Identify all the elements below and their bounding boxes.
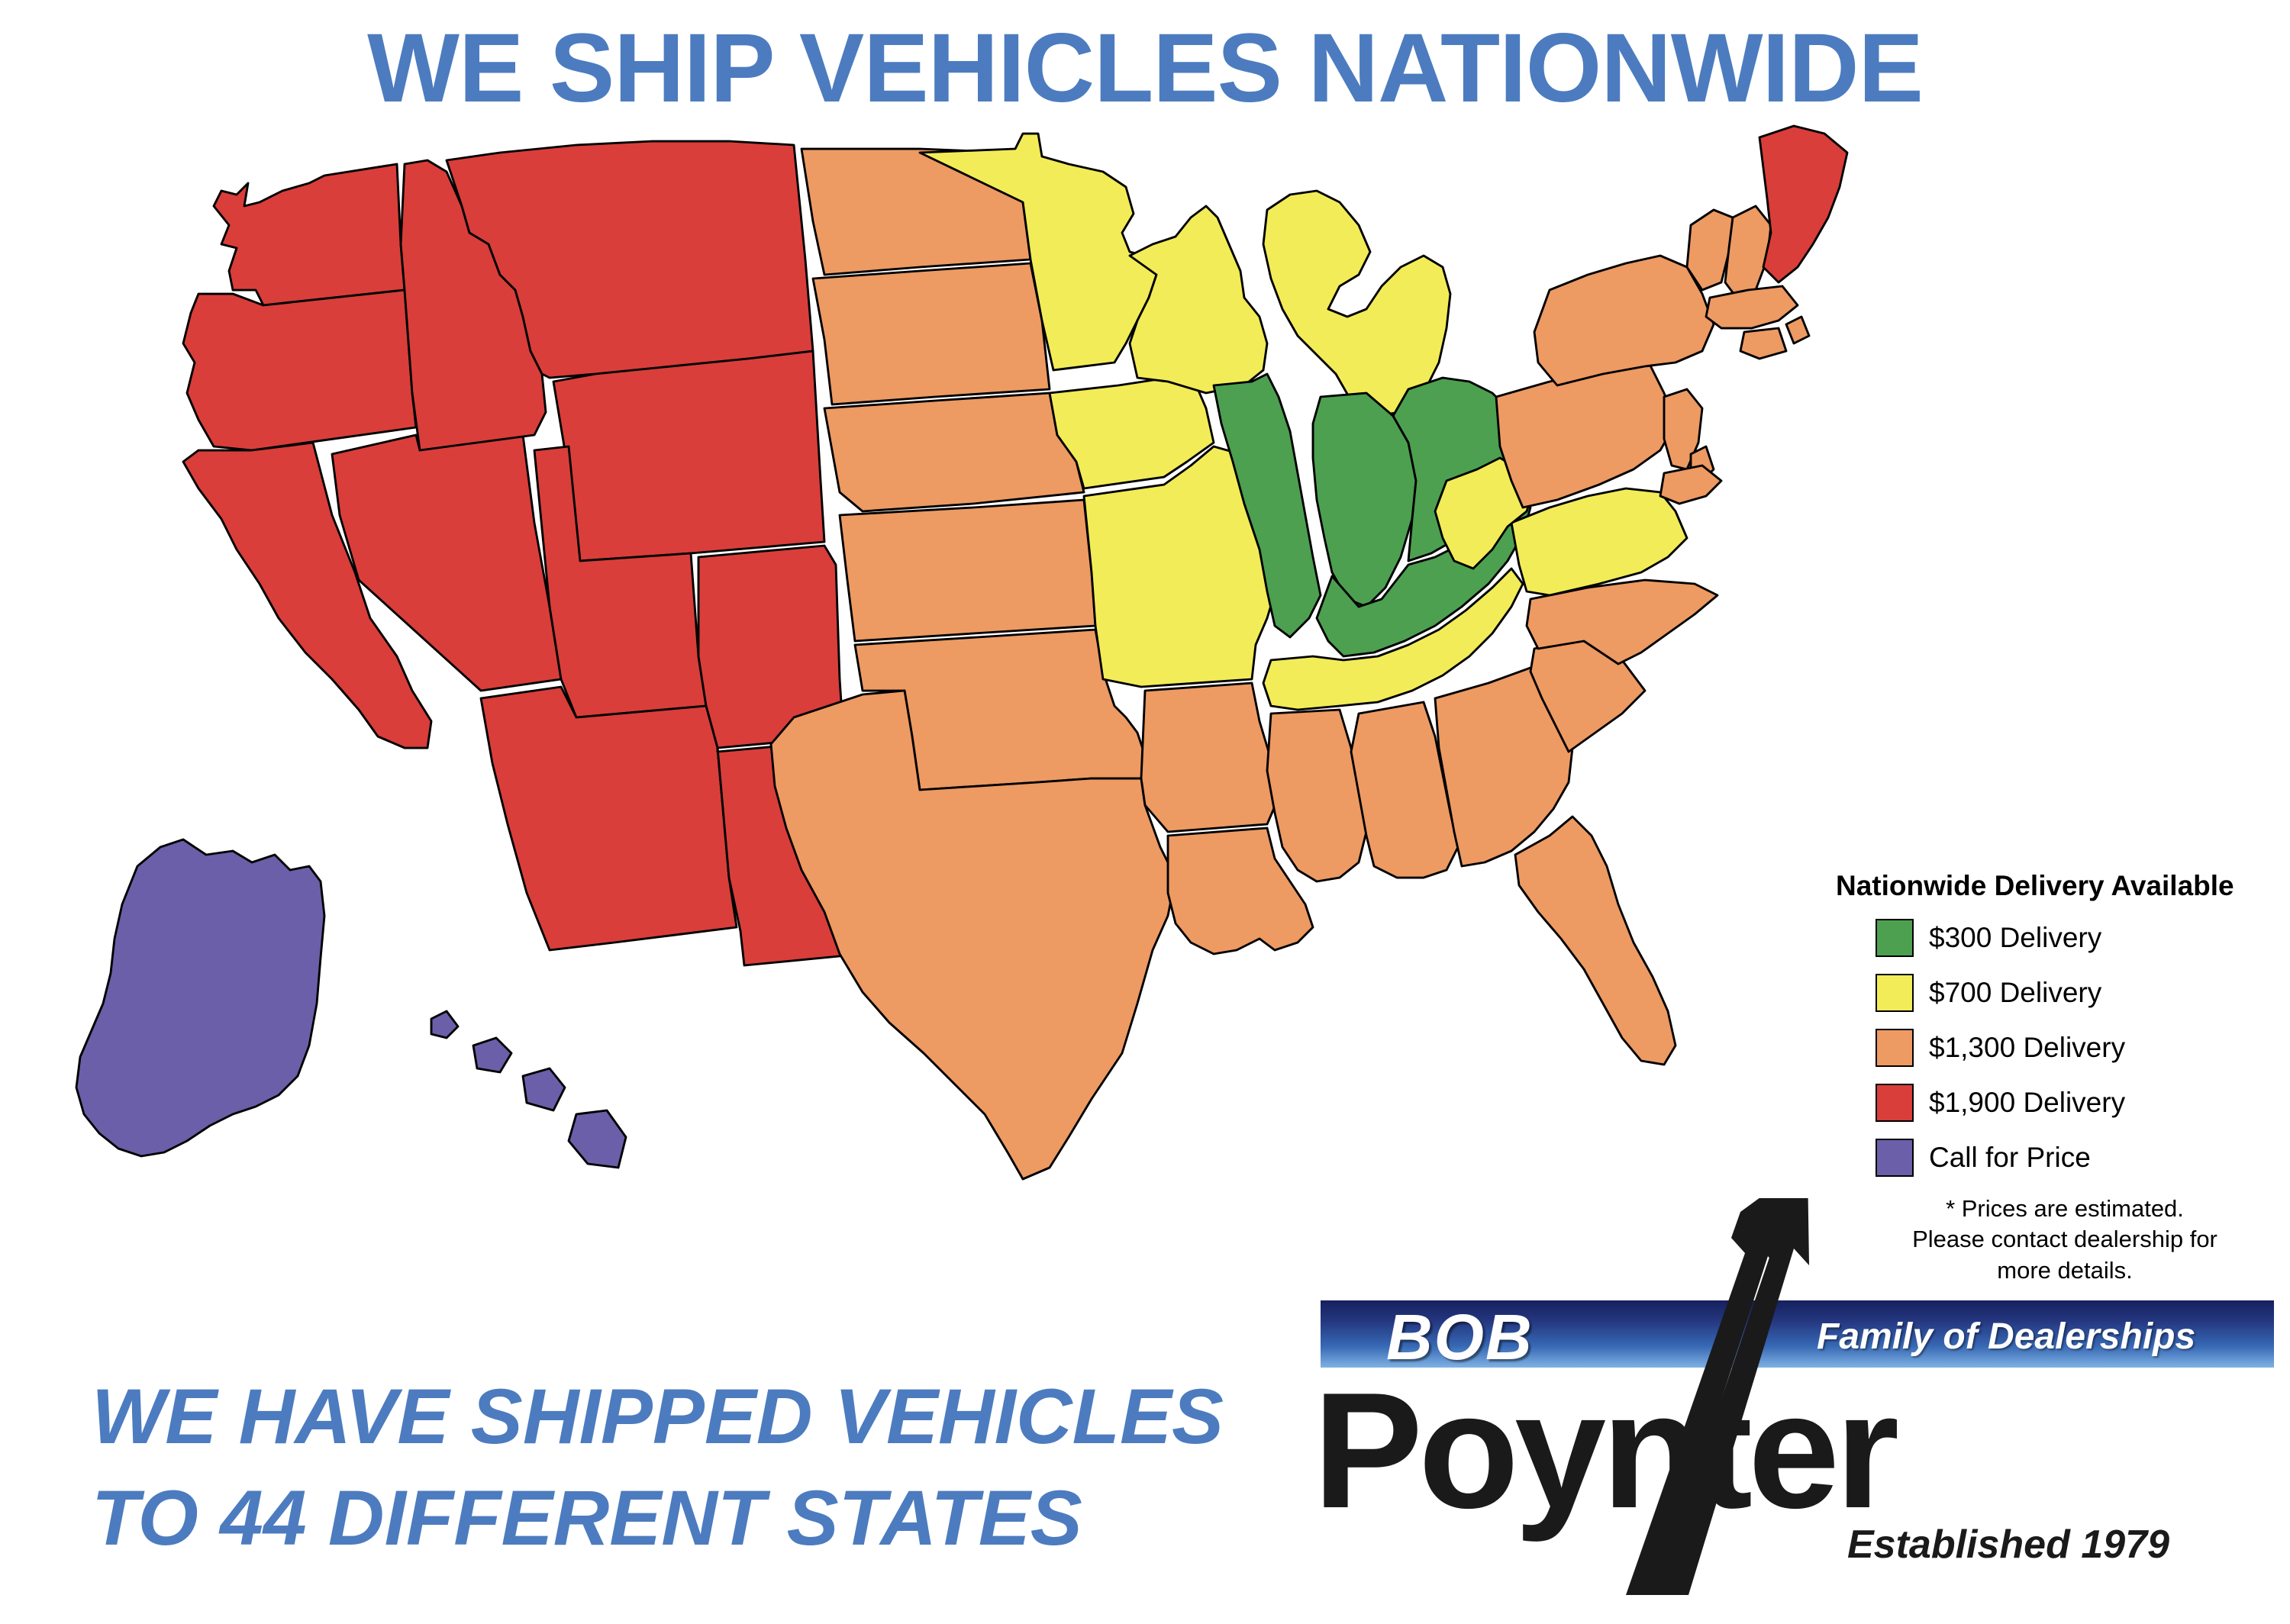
- map-state-wv: [1434, 456, 1536, 570]
- map-state-nh: [1724, 205, 1772, 299]
- us-map-svg: [75, 124, 1849, 1181]
- map-state-or: [182, 288, 418, 452]
- map-state-tx: [769, 689, 1177, 1181]
- map-state-ct: [1739, 327, 1788, 360]
- map-state-pa: [1495, 361, 1677, 509]
- map-state-fl: [1514, 815, 1677, 1066]
- map-state-ms: [1266, 708, 1368, 883]
- legend-swatch-green: [1876, 919, 1914, 957]
- map-state-tn: [1262, 567, 1524, 711]
- legend-swatch-red: [1876, 1084, 1914, 1122]
- tagline: WE HAVE SHIPPED VEHICLES TO 44 DIFFERENT…: [92, 1366, 1389, 1568]
- logo-blue-bar: [1321, 1300, 2274, 1368]
- tagline-line-1: WE HAVE SHIPPED VEHICLES: [92, 1373, 1224, 1460]
- map-state-ak: [75, 838, 326, 1158]
- legend-item-call: Call for Price: [1876, 1139, 2279, 1177]
- legend-label-call: Call for Price: [1929, 1142, 2091, 1173]
- map-state-me: [1758, 124, 1849, 284]
- map-state-ne: [823, 392, 1085, 513]
- map-state-ca: [182, 441, 433, 749]
- disclaimer-line-3: more details.: [1997, 1256, 2133, 1284]
- legend-item-300: $300 Delivery: [1876, 919, 2279, 957]
- page-title: WE SHIP VEHICLES NATIONWIDE: [367, 14, 1924, 123]
- map-state-mi: [1262, 189, 1452, 417]
- tagline-line-2: TO 44 DIFFERENT STATES: [92, 1474, 1082, 1561]
- map-state-ma: [1705, 285, 1799, 330]
- map-state-vt: [1685, 208, 1734, 292]
- map-state-il: [1212, 372, 1322, 639]
- map-state-wy: [552, 350, 826, 562]
- map-legend: Nationwide Delivery Available $300 Deliv…: [1836, 870, 2279, 1286]
- map-state-ri: [1785, 315, 1811, 345]
- map-state-wa: [212, 163, 406, 307]
- legend-label-1900: $1,900 Delivery: [1929, 1087, 2126, 1118]
- us-delivery-map: [23, 99, 1855, 1259]
- dealership-logo[interactable]: BOB Family of Dealerships Poynter Establ…: [1313, 1198, 2282, 1610]
- legend-label-700: $700 Delivery: [1929, 977, 2102, 1008]
- legend-swatch-yellow: [1876, 974, 1914, 1012]
- map-state-az: [479, 685, 738, 952]
- map-state-ks: [838, 498, 1097, 643]
- map-state-la: [1166, 826, 1314, 955]
- map-state-al: [1350, 701, 1459, 879]
- logo-bob-text: BOB: [1386, 1301, 1534, 1373]
- map-state-md: [1659, 464, 1723, 505]
- logo-established-text: Established 1979: [1847, 1522, 2169, 1567]
- legend-swatch-purple: [1876, 1139, 1914, 1177]
- legend-disclaimer: * Prices are estimated. Please contact d…: [1836, 1194, 2279, 1286]
- map-state-wi: [1128, 205, 1269, 395]
- disclaimer-line-1: * Prices are estimated.: [1946, 1195, 2184, 1222]
- map-state-ar: [1140, 682, 1280, 833]
- map-state-sd: [811, 262, 1051, 406]
- legend-item-1900: $1,900 Delivery: [1876, 1084, 2279, 1122]
- disclaimer-line-2: Please contact dealership for: [1912, 1226, 2217, 1253]
- legend-item-700: $700 Delivery: [1876, 974, 2279, 1012]
- legend-swatch-orange: [1876, 1029, 1914, 1067]
- legend-title: Nationwide Delivery Available: [1836, 870, 2234, 901]
- legend-item-1300: $1,300 Delivery: [1876, 1029, 2279, 1067]
- logo-poynter-text: Poynter: [1313, 1358, 1899, 1542]
- legend-label-300: $300 Delivery: [1929, 922, 2102, 953]
- legend-label-1300: $1,300 Delivery: [1929, 1032, 2126, 1063]
- logo-arrow-icon: [1626, 1198, 1809, 1595]
- map-state-va: [1510, 487, 1688, 597]
- logo-family-of-dealerships-text: Family of Dealerships: [1817, 1316, 2196, 1357]
- map-state-nc: [1525, 578, 1719, 665]
- map-state-ny: [1533, 254, 1715, 387]
- map-state-hi: [430, 1010, 627, 1169]
